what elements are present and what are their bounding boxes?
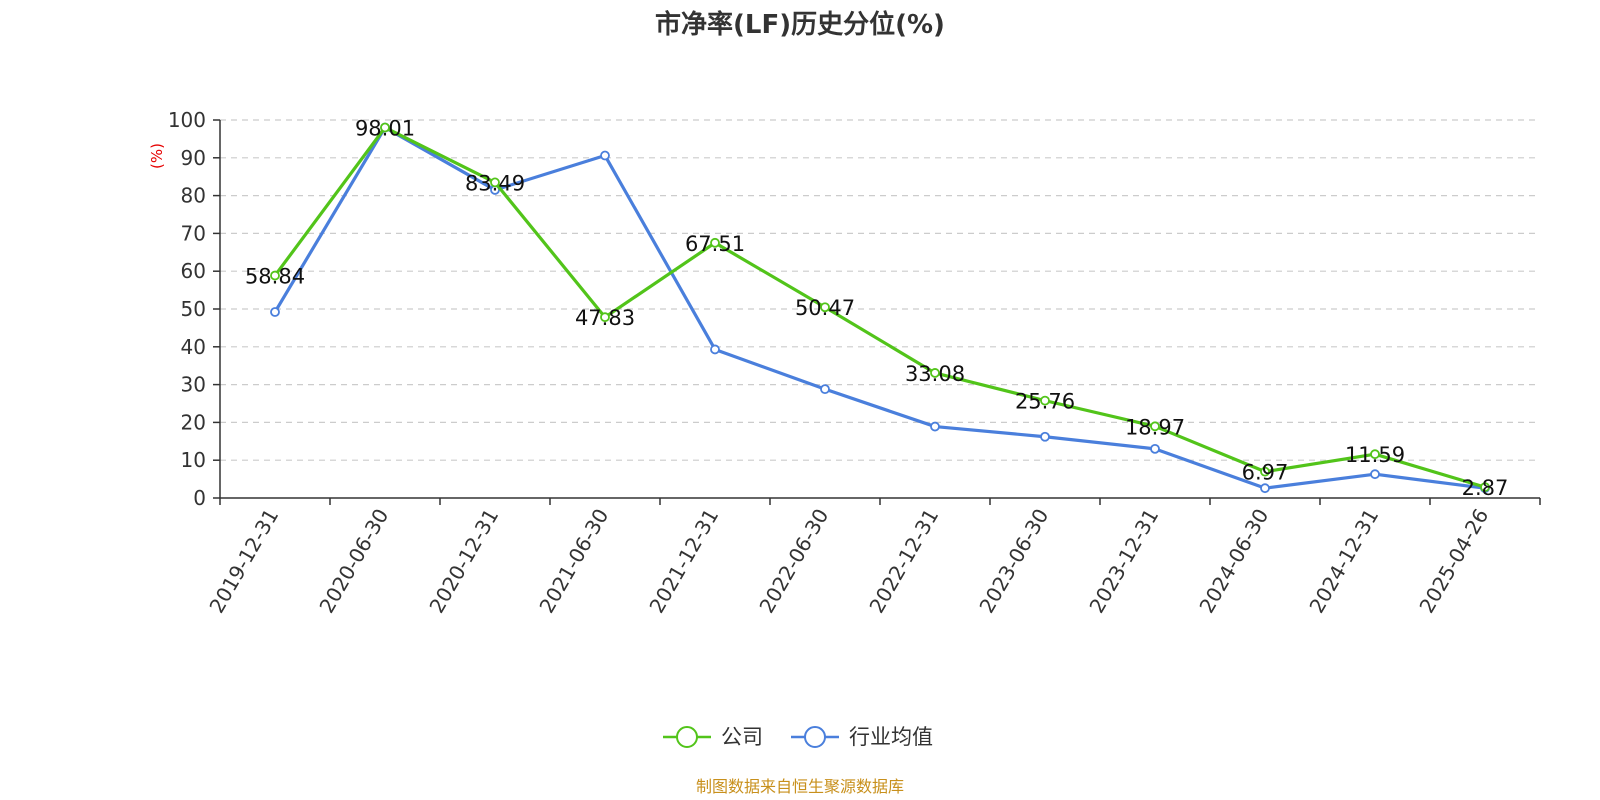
legend-item[interactable]: 行业均值 (791, 725, 933, 749)
x-tick-label: 2024-06-30 (1194, 505, 1273, 618)
data-label: 25.76 (1015, 390, 1075, 414)
data-point (930, 421, 940, 432)
data-point (820, 384, 830, 395)
x-tick-label: 2020-12-31 (424, 505, 503, 618)
data-label: 11.59 (1345, 443, 1405, 467)
series-line (273, 125, 1486, 490)
y-tick-label: 80 (181, 184, 206, 208)
data-point (710, 344, 720, 355)
data-label: 83.49 (465, 171, 525, 195)
legend-item[interactable]: 公司 (663, 725, 763, 749)
data-label: 6.97 (1242, 461, 1289, 485)
x-tick-label: 2022-12-31 (864, 505, 943, 618)
chart-title: 市净率(LF)历史分位(%) (655, 9, 945, 40)
grid-lines (220, 119, 1540, 461)
x-tick-label: 2021-12-31 (644, 505, 723, 618)
data-point (820, 302, 830, 313)
data-point (1370, 449, 1380, 460)
data-label: 47.83 (575, 306, 635, 330)
y-tick-label: 100 (168, 108, 206, 132)
data-point (490, 177, 500, 188)
data-point (1150, 443, 1160, 454)
legend[interactable]: 公司 行业均值 (663, 725, 933, 749)
x-tick-label: 2023-12-31 (1084, 505, 1163, 618)
y-tick-label: 60 (181, 259, 206, 283)
x-tick-label: 2024-12-31 (1304, 505, 1383, 618)
x-tick-label: 2022-06-30 (754, 505, 833, 618)
data-point (1260, 483, 1270, 494)
data-point (270, 307, 280, 317)
data-label: 50.47 (795, 296, 855, 320)
legend-label: 公司 (721, 725, 763, 749)
series-lines (270, 122, 1490, 494)
x-tick-label: 2025-04-26 (1414, 505, 1493, 618)
y-tick-label: 40 (181, 335, 206, 359)
x-tick-label: 2020-06-30 (314, 505, 393, 618)
data-label: 58.84 (245, 265, 305, 289)
data-point (930, 368, 940, 378)
data-point (600, 150, 610, 161)
source-note: 制图数据来自恒生聚源数据库 (696, 777, 904, 796)
data-point (380, 122, 390, 133)
y-tick-label: 70 (181, 221, 206, 245)
axes: 0 10 20 30 40 50 60 70 80 90 100 2019-12-31 2020-06-… (168, 108, 1541, 618)
legend-label: 行业均值 (849, 725, 933, 749)
data-point (1480, 482, 1490, 493)
data-point (1150, 421, 1160, 432)
y-tick-label: 30 (181, 373, 206, 397)
y-tick-label: 10 (181, 448, 206, 472)
data-point (1040, 395, 1050, 406)
data-point (600, 312, 610, 323)
legend-marker (804, 726, 826, 748)
x-tick-label: 2019-12-31 (204, 505, 283, 618)
legend-marker (676, 726, 698, 748)
data-label: 67.51 (685, 232, 745, 256)
y-tick-label: 50 (181, 297, 206, 321)
y-tick-label: 20 (181, 410, 206, 434)
data-label: 33.08 (905, 362, 965, 386)
y-axis-label: (%) (148, 143, 166, 169)
data-point (270, 270, 280, 281)
data-point (1370, 469, 1380, 480)
data-labels: 58.84 98.01 83.49 47.83 67.51 50.47 33.08 25.76… (245, 117, 1508, 501)
data-point (1260, 466, 1270, 477)
x-tick-label: 2021-06-30 (534, 505, 613, 618)
series-line (273, 125, 1486, 489)
x-tick-label: 2023-06-30 (974, 505, 1053, 618)
data-label: 18.97 (1125, 415, 1185, 439)
y-tick-label: 90 (181, 146, 206, 170)
data-label: 98.01 (355, 117, 415, 141)
data-point (1040, 431, 1050, 442)
data-point (710, 237, 720, 248)
data-label: 2.87 (1462, 476, 1509, 500)
y-tick-label: 0 (193, 486, 206, 510)
